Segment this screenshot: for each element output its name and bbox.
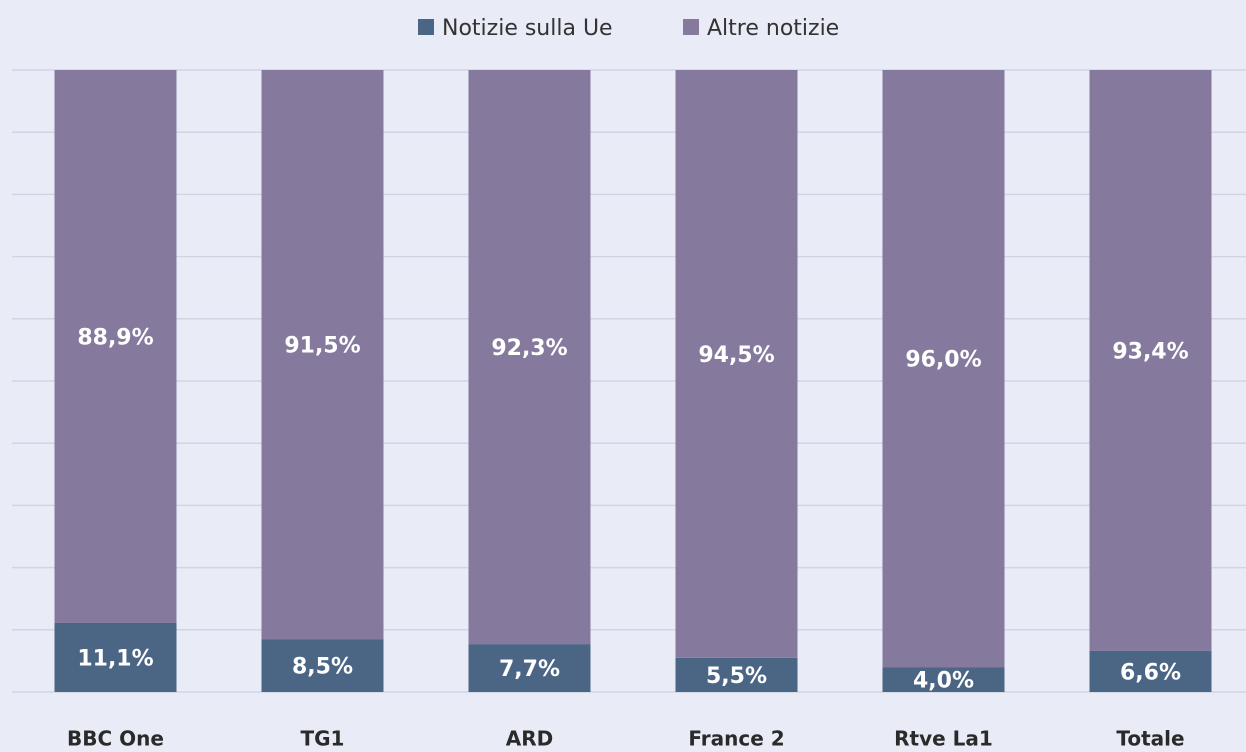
data-label: 96,0% bbox=[905, 348, 981, 373]
bar-segment bbox=[468, 70, 591, 645]
bar-segment bbox=[468, 644, 591, 692]
bar-segment bbox=[54, 70, 177, 623]
data-label: 8,5% bbox=[292, 655, 353, 680]
bar-segment bbox=[675, 657, 798, 692]
bar-segment bbox=[1089, 70, 1212, 651]
data-label: 4,0% bbox=[913, 669, 974, 694]
bar-segment bbox=[882, 70, 1005, 668]
bar-segment bbox=[675, 70, 798, 658]
legend-label: Altre notizie bbox=[707, 16, 839, 41]
x-tick-label: BBC One bbox=[67, 727, 164, 751]
data-label: 94,5% bbox=[698, 343, 774, 368]
data-label: 5,5% bbox=[706, 664, 767, 689]
legend-swatch bbox=[418, 19, 434, 35]
legend-swatch bbox=[683, 19, 699, 35]
bar-segment bbox=[882, 667, 1005, 692]
data-label: 6,6% bbox=[1120, 660, 1181, 685]
bar-segment bbox=[261, 639, 384, 692]
data-label: 11,1% bbox=[77, 646, 153, 671]
legend-label: Notizie sulla Ue bbox=[442, 16, 613, 41]
x-tick-label: France 2 bbox=[688, 727, 784, 751]
data-label: 92,3% bbox=[491, 336, 567, 361]
x-tick-label: TG1 bbox=[301, 727, 345, 751]
data-label: 91,5% bbox=[284, 334, 360, 359]
data-label: 88,9% bbox=[77, 325, 153, 350]
data-label: 7,7% bbox=[499, 657, 560, 682]
x-tick-label: Rtve La1 bbox=[894, 727, 993, 751]
bar-segment bbox=[261, 70, 384, 640]
bar-segment bbox=[54, 622, 177, 692]
data-label: 93,4% bbox=[1112, 339, 1188, 364]
bar-segment bbox=[1089, 650, 1212, 692]
x-tick-label: Totale bbox=[1116, 727, 1184, 751]
x-tick-label: ARD bbox=[506, 727, 553, 751]
